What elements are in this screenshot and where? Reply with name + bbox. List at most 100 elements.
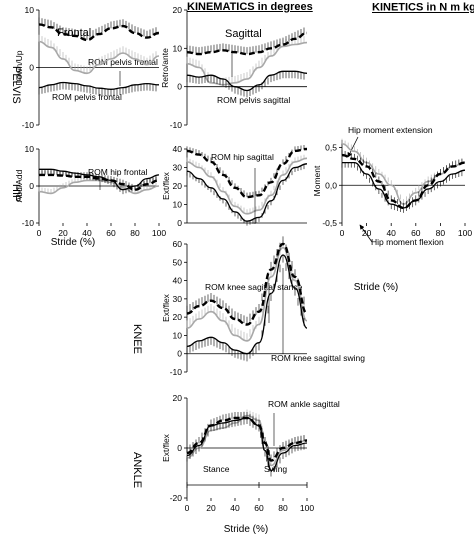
y-axis-label: Ext/flex bbox=[161, 171, 171, 200]
chart-hip-sagittal: 0 10 20 30 40 Ext/flex bbox=[161, 144, 308, 228]
series-line-grey bbox=[186, 246, 308, 342]
y-tick-label: 50 bbox=[173, 257, 183, 267]
row-label-hip: HIP bbox=[10, 184, 22, 202]
annotation-rom-hip-frontal: ROM hip frontal bbox=[88, 167, 148, 177]
series-line-dashed bbox=[38, 23, 160, 42]
kinematics-header: KINEMATICS in degrees bbox=[187, 1, 313, 13]
annotation-rom-knee-stance: ROM knee sagittal stance bbox=[205, 282, 303, 292]
x-tick-label: 80 bbox=[278, 503, 288, 513]
chart-pelvis-sagittal: -10 0 10 20 Retro/ante bbox=[160, 5, 308, 130]
x-tick-label: 20 bbox=[362, 228, 372, 238]
x-tick-label: 60 bbox=[106, 228, 116, 238]
y-tick-label: -10 bbox=[22, 218, 35, 228]
y-tick-label: 0 bbox=[177, 349, 182, 359]
series-line-dashed bbox=[39, 173, 160, 191]
y-tick-label: 30 bbox=[173, 163, 183, 173]
chart-hip-moment: -0,5 0,0 0,5 0 20 40 60 80 100 Moment bbox=[312, 138, 472, 238]
annotation-rom-pelvis-frontal-lower: ROM pelvis frontal bbox=[52, 92, 122, 102]
y-tick-label: -10 bbox=[170, 367, 183, 377]
y-axis-label: Ext/flex bbox=[161, 433, 171, 462]
series-line-black bbox=[186, 254, 308, 355]
x-tick-label: 100 bbox=[300, 503, 314, 513]
y-tick-label: -0,5 bbox=[322, 218, 337, 228]
x-tick-label: 0 bbox=[185, 503, 190, 513]
series-line-black bbox=[186, 163, 308, 222]
kinetics-header-text: KINETICS in N m kg bbox=[372, 1, 474, 14]
row-label-ankle: ANKLE bbox=[131, 452, 143, 488]
y-tick-label: -20 bbox=[170, 493, 183, 503]
xlabel-hip-moment: Stride (%) bbox=[354, 282, 398, 293]
y-axis-label: Retro/ante bbox=[160, 48, 170, 88]
xlabel-ankle: Stride (%) bbox=[224, 524, 268, 534]
y-axis-label: Abd/Add bbox=[14, 169, 24, 202]
xlabel-frontal: Stride (%) bbox=[51, 237, 95, 248]
series-line-grey bbox=[38, 40, 160, 75]
y-tick-label: 0 bbox=[177, 443, 182, 453]
series-line-dashed bbox=[186, 416, 308, 462]
series-line-grey bbox=[186, 41, 308, 86]
x-tick-label: 60 bbox=[254, 503, 264, 513]
y-tick-label: 0,5 bbox=[325, 143, 337, 153]
annotation-rom-pelvis-sagittal: ROM pelvis sagittal bbox=[217, 95, 290, 105]
y-tick-label: 20 bbox=[173, 312, 183, 322]
column-label-frontal: Frontal bbox=[57, 27, 91, 39]
column-label-sagittal: Sagittal bbox=[225, 28, 262, 40]
kinematics-header-text: KINEMATICS in degrees bbox=[187, 1, 313, 13]
x-tick-label: 40 bbox=[82, 228, 92, 238]
y-tick-label: 10 bbox=[173, 330, 183, 340]
annotation-rom-hip-sagittal: ROM hip sagittal bbox=[211, 152, 274, 162]
y-tick-label: 40 bbox=[173, 276, 183, 286]
x-tick-label: 20 bbox=[206, 503, 216, 513]
kinetics-header: KINETICS in N m kg-1 bbox=[372, 1, 474, 14]
annotation-hip-moment-extension: Hip moment extension bbox=[348, 125, 433, 135]
y-tick-label: 0 bbox=[29, 181, 34, 191]
x-tick-label: 40 bbox=[230, 503, 240, 513]
y-tick-label: 20 bbox=[173, 393, 183, 403]
y-tick-label: 10 bbox=[173, 200, 183, 210]
chart-knee-sagittal: -10 0 10 20 30 40 50 60 Ext/flex bbox=[161, 236, 309, 377]
y-tick-label: 0,0 bbox=[325, 180, 337, 190]
y-axis-label: Moment bbox=[312, 165, 322, 196]
annotation-rom-ankle-sagittal: ROM ankle sagittal bbox=[268, 399, 340, 409]
y-tick-label: 0 bbox=[177, 82, 182, 92]
arrow-hip-moment-flexion bbox=[359, 224, 373, 243]
arrow-hip-moment-extension bbox=[347, 136, 359, 158]
series-line-black bbox=[186, 70, 308, 92]
chart-pelvis-frontal: -10 0 10 Down/Up bbox=[14, 5, 160, 130]
y-tick-label: 40 bbox=[173, 144, 183, 154]
row-label-pelvis: PELVIS bbox=[10, 66, 22, 104]
y-tick-label: 20 bbox=[173, 5, 183, 15]
x-tick-label: 40 bbox=[386, 228, 396, 238]
y-tick-label: 0 bbox=[29, 63, 34, 73]
annotation-rom-knee-stance-text: ROM knee sagittal stance bbox=[205, 282, 303, 292]
y-tick-label: 30 bbox=[173, 294, 183, 304]
x-tick-label: 0 bbox=[340, 228, 345, 238]
phase-label-stance: Stance bbox=[203, 464, 230, 474]
y-axis-label: Down/Up bbox=[14, 50, 24, 85]
y-tick-label: 60 bbox=[173, 239, 183, 249]
annotation-rom-pelvis-frontal-upper: ROM pelvis frontal bbox=[88, 57, 158, 67]
series-line-dashed bbox=[341, 153, 466, 210]
series-line-dashed bbox=[186, 147, 308, 199]
series-line-grey bbox=[186, 157, 308, 215]
row-label-knee: KNEE bbox=[131, 324, 143, 354]
annotation-rom-knee-swing: ROM knee sagittal swing bbox=[271, 353, 365, 363]
x-tick-label: 20 bbox=[58, 228, 68, 238]
y-tick-label: 10 bbox=[173, 43, 183, 53]
series-line-black bbox=[38, 81, 160, 90]
phase-label-swing: Swing bbox=[264, 464, 287, 474]
y-tick-label: 10 bbox=[25, 5, 35, 15]
x-tick-label: 80 bbox=[436, 228, 446, 238]
x-tick-label: 80 bbox=[130, 228, 140, 238]
x-tick-label: 60 bbox=[411, 228, 421, 238]
y-tick-label: 20 bbox=[173, 181, 183, 191]
series-line-dashed bbox=[186, 31, 308, 56]
x-tick-label: 0 bbox=[37, 228, 42, 238]
y-tick-label: -10 bbox=[170, 120, 183, 130]
x-tick-label: 100 bbox=[458, 228, 472, 238]
y-axis-label: Ext/flex bbox=[161, 293, 171, 322]
annotation-hip-moment-flexion: Hip moment flexion bbox=[371, 237, 444, 247]
